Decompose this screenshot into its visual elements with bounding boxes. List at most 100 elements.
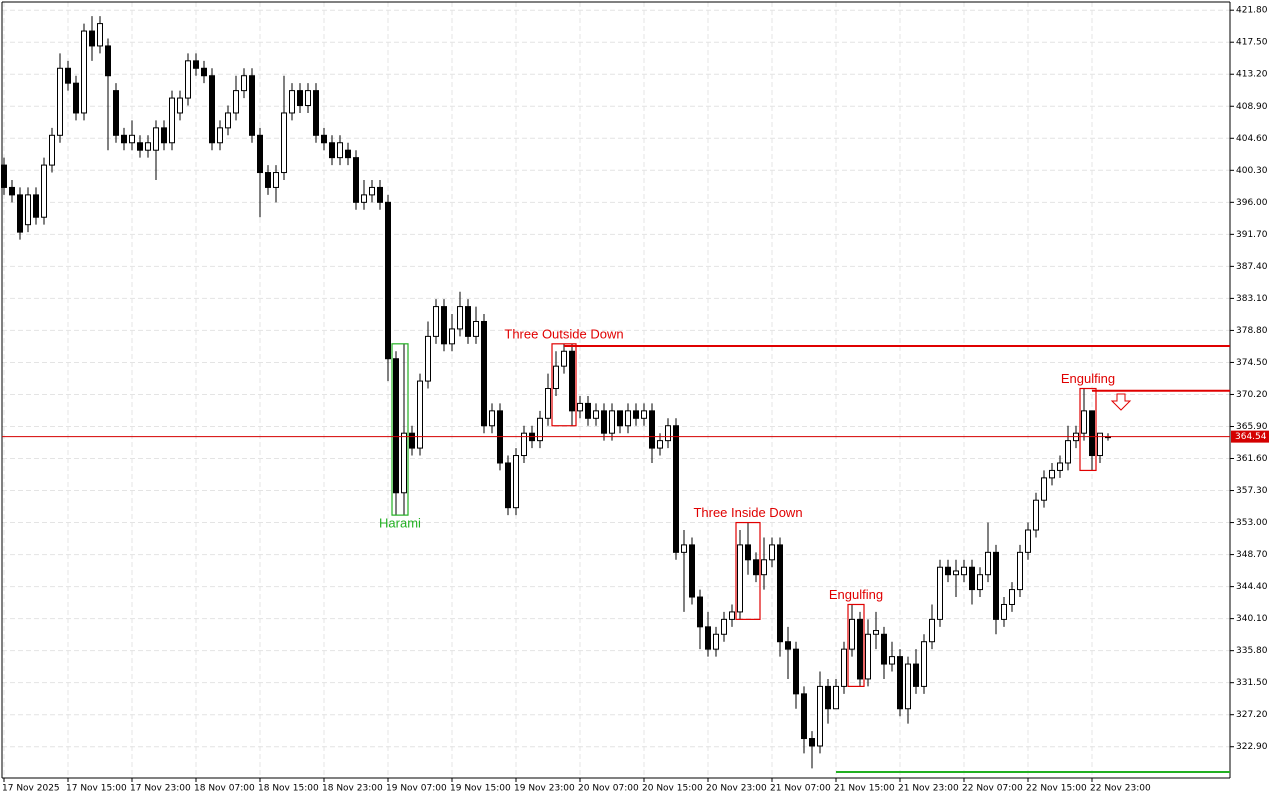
candle-body (265, 172, 271, 188)
candle-body (1097, 432, 1103, 457)
x-tick-label: 22 Nov 07:00 (962, 784, 1023, 794)
x-tick-label: 18 Nov 23:00 (322, 784, 383, 794)
y-tick-label: 387.40 (1236, 262, 1268, 272)
candle-body (545, 388, 551, 419)
candle-body (697, 596, 703, 628)
candle-body (217, 127, 223, 144)
candle-body (489, 410, 495, 427)
candle-body (585, 402, 591, 419)
candle-body (401, 432, 407, 494)
x-tick-label: 17 Nov 2025 (2, 784, 60, 794)
candle-body (937, 566, 943, 620)
candle-body (1089, 410, 1095, 457)
y-tick-label: 348.70 (1236, 550, 1268, 560)
candle-body (433, 306, 439, 337)
candle-body (617, 410, 623, 427)
x-tick-label: 18 Nov 07:00 (194, 784, 255, 794)
candle-body (465, 306, 471, 337)
x-tick-label: 20 Nov 15:00 (642, 784, 703, 794)
candle-body (361, 194, 367, 203)
candle-body (129, 134, 135, 144)
candle-body (657, 440, 663, 449)
y-tick-label: 404.60 (1236, 134, 1268, 144)
candle-body (745, 544, 751, 561)
candle-body (785, 641, 791, 650)
candle-body (689, 544, 695, 598)
y-tick-label: 361.60 (1236, 454, 1268, 464)
candle-body (313, 90, 319, 136)
pattern-label: Three Outside Down (504, 326, 623, 341)
candle-body (17, 194, 23, 233)
candle-body (145, 142, 151, 151)
candle-body (369, 186, 375, 196)
candle-body (721, 618, 727, 635)
candle-body (209, 75, 215, 144)
candle-body (457, 306, 463, 330)
y-tick-label: 421.80 (1236, 6, 1268, 16)
candle-body (441, 306, 447, 345)
candle-body (713, 633, 719, 650)
y-tick-label: 391.70 (1236, 230, 1268, 240)
candle-body (409, 432, 415, 449)
x-tick-label: 19 Nov 07:00 (386, 784, 447, 794)
candle-body (417, 380, 423, 449)
candle-body (97, 23, 103, 47)
candle-body (857, 618, 863, 680)
candle-body (929, 618, 935, 643)
candle-body (889, 656, 895, 665)
candle-body (249, 75, 255, 136)
candle-body (641, 410, 647, 419)
candle-body (257, 134, 263, 174)
candle-body (73, 82, 79, 114)
candle-body (353, 157, 359, 203)
y-tick-label: 413.20 (1236, 70, 1268, 80)
y-tick-label: 335.80 (1236, 646, 1268, 656)
candle-body (89, 30, 95, 47)
candle-body (1001, 603, 1007, 620)
candle-body (393, 358, 399, 494)
candle-body (593, 410, 599, 419)
candle-body (321, 134, 327, 144)
candle-body (777, 544, 783, 643)
candle-body (601, 410, 607, 434)
candle-body (769, 544, 775, 561)
candle-body (185, 60, 191, 99)
candle-body (849, 618, 855, 650)
candle-body (57, 67, 63, 136)
y-tick-label: 357.30 (1236, 486, 1268, 496)
candle-body (385, 201, 391, 360)
y-tick-label: 378.80 (1236, 326, 1268, 336)
candle-body (225, 112, 231, 129)
pattern-label: Engulfing (829, 587, 883, 602)
candle-body (705, 626, 711, 650)
y-tick-label: 331.50 (1236, 678, 1268, 688)
candle-body (881, 633, 887, 665)
x-tick-label: 22 Nov 23:00 (1090, 784, 1151, 794)
candle-body (825, 685, 831, 710)
candle-body (337, 142, 343, 159)
candle-body (1049, 469, 1055, 479)
candle-body (289, 90, 295, 114)
candle-body (25, 194, 31, 226)
y-tick-label: 396.00 (1236, 198, 1268, 208)
candle-body (1057, 462, 1063, 471)
candle-body (521, 432, 527, 457)
pattern-box (735, 521, 761, 620)
candle-body (49, 134, 55, 166)
candle-body (193, 60, 199, 69)
last-price-label: 364.54 (1235, 432, 1267, 442)
candle-body (577, 402, 583, 412)
y-tick-label: 417.50 (1236, 38, 1268, 48)
candle-body (625, 410, 631, 427)
candle-body (761, 559, 767, 576)
candle-body (233, 90, 239, 114)
x-tick-label: 17 Nov 15:00 (66, 784, 127, 794)
candle-body (985, 551, 991, 576)
candle-body (737, 544, 743, 613)
candle-body (945, 566, 951, 576)
y-tick-label: 327.20 (1236, 710, 1268, 720)
x-tick-label: 19 Nov 15:00 (450, 784, 511, 794)
candle-body (913, 663, 919, 687)
candle-body (201, 67, 207, 77)
